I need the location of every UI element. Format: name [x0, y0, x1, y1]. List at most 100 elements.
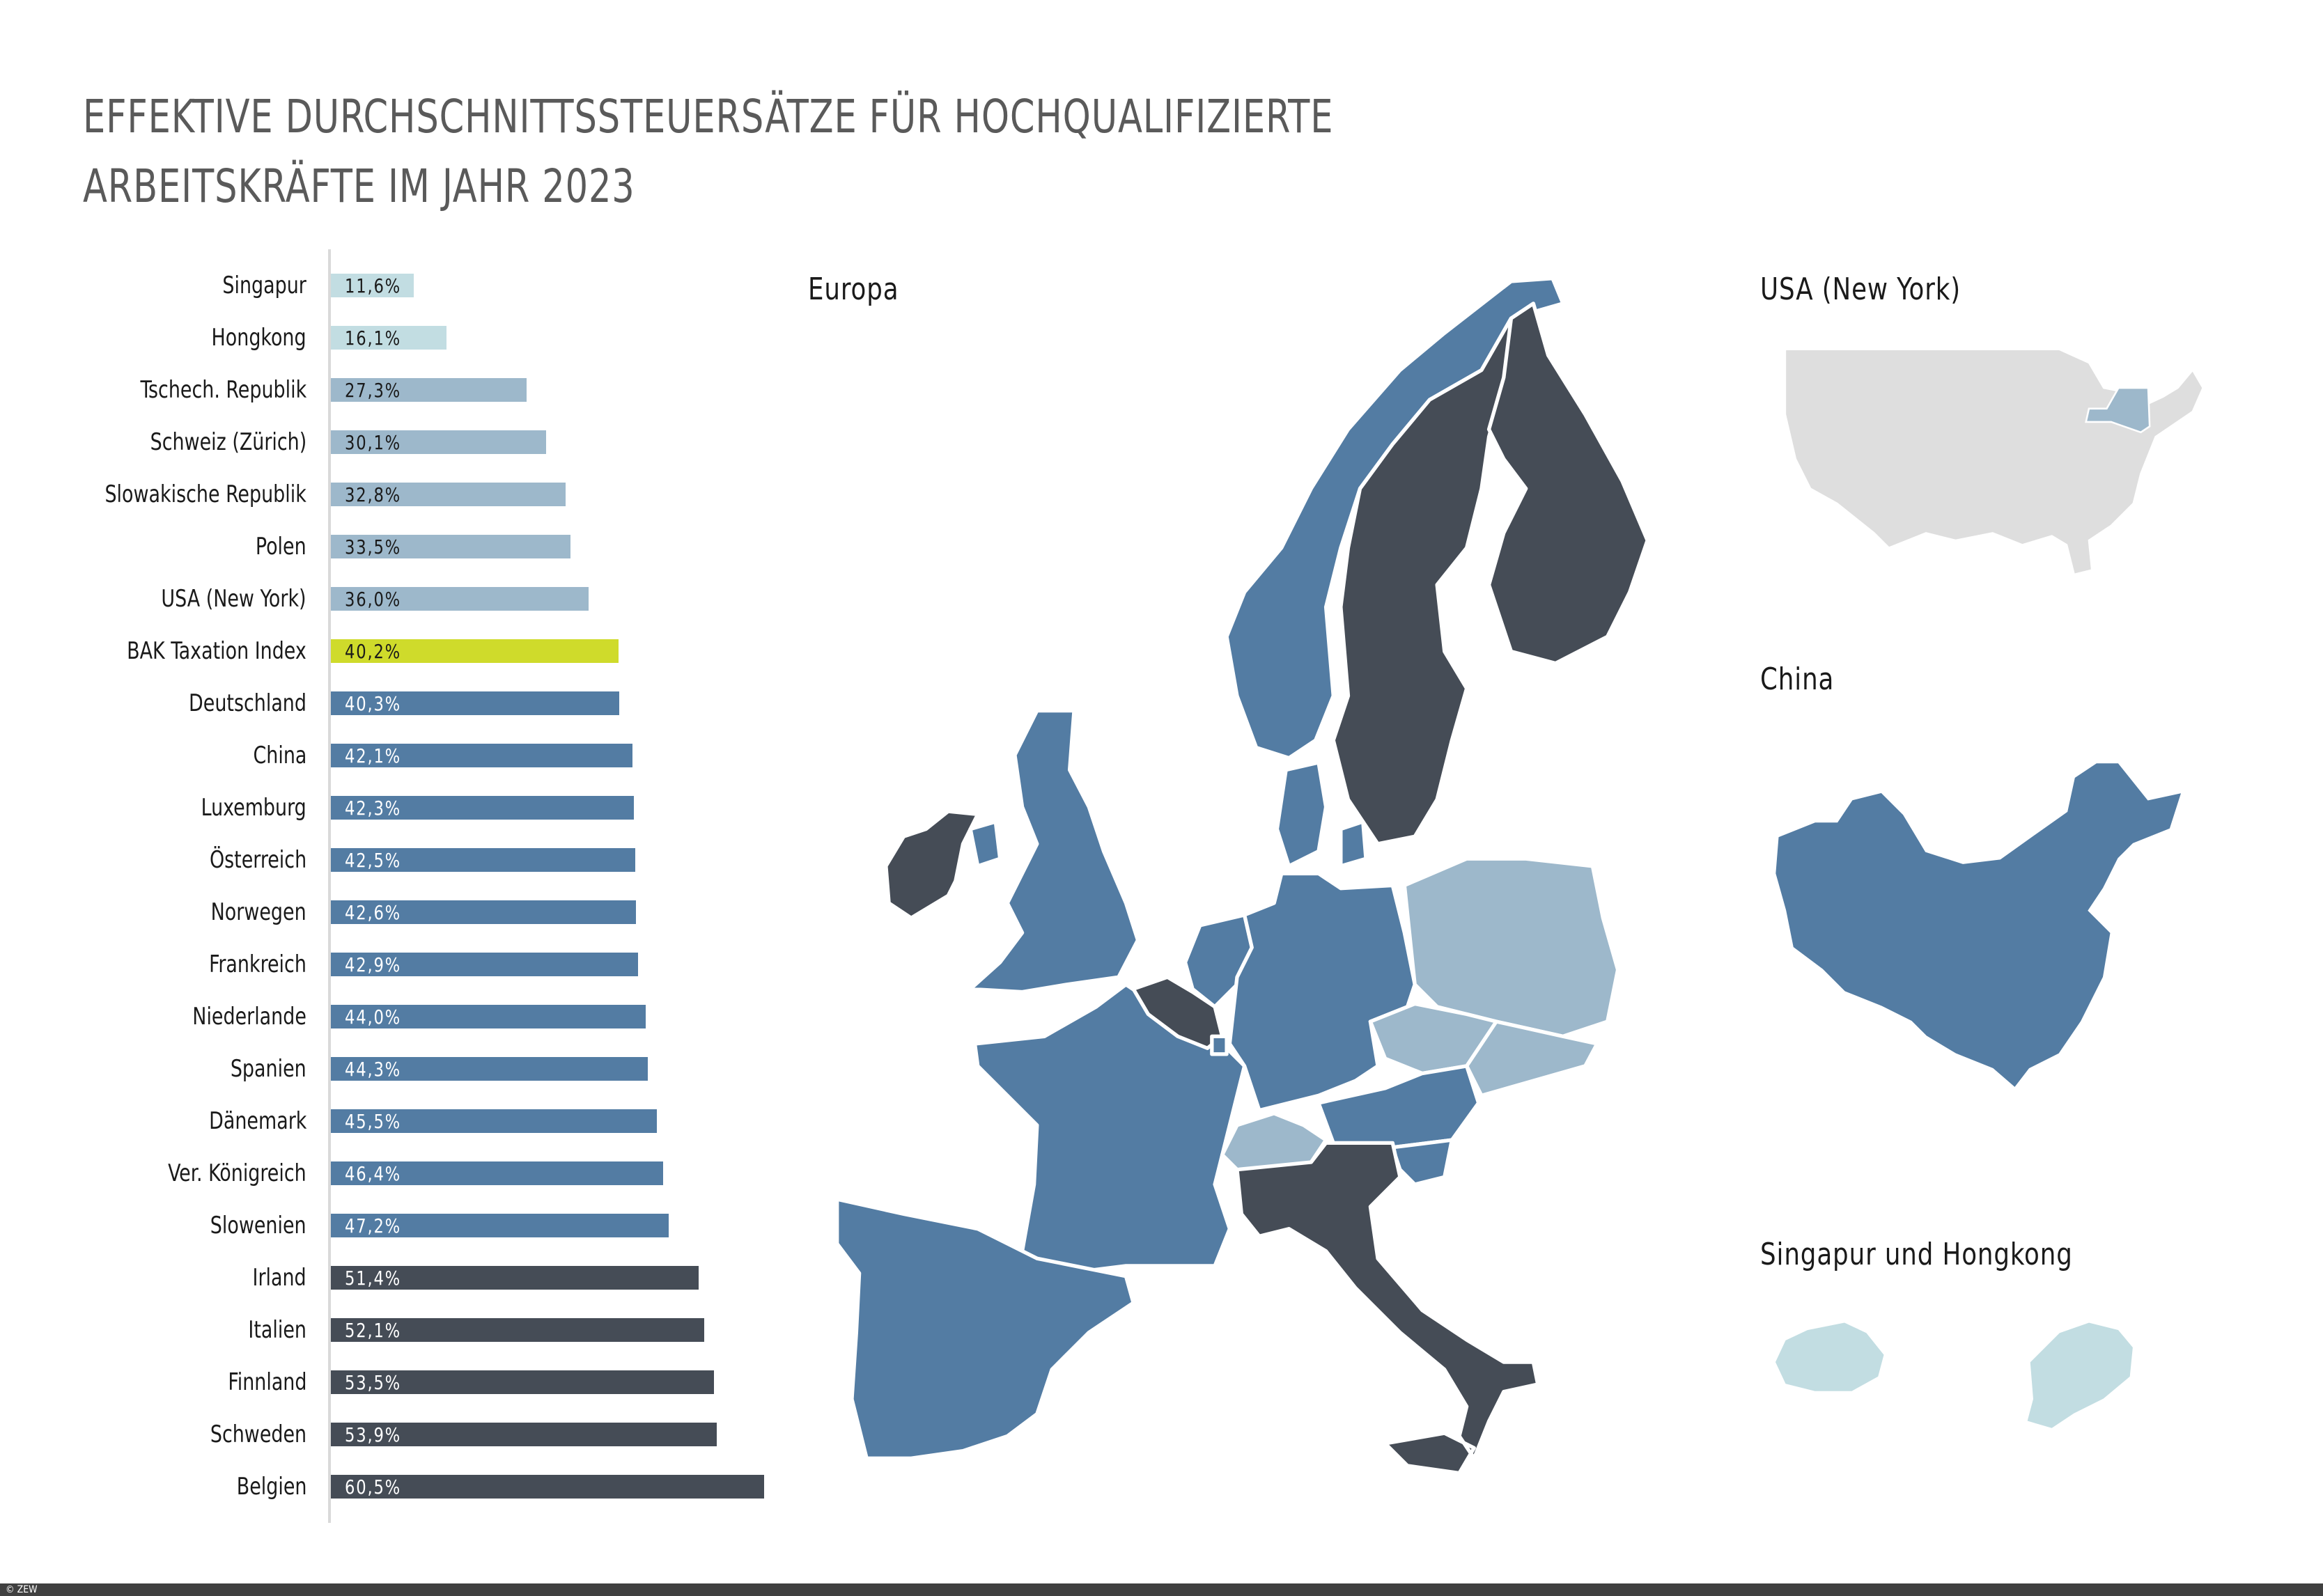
- map-title-china: China: [1760, 662, 1835, 697]
- bar-value-label: 42,5%: [345, 849, 402, 872]
- map-finland[interactable]: [1486, 302, 1649, 666]
- bar-label: Schweden: [210, 1421, 306, 1448]
- europe-map: [835, 276, 1649, 1476]
- map-germany[interactable]: [1227, 871, 1417, 1113]
- bar: 27,3%: [331, 378, 527, 402]
- bar: 32,8%: [331, 483, 566, 506]
- bar: 60,5%: [331, 1475, 764, 1499]
- bar-label: Ver. Königreich: [168, 1159, 306, 1187]
- map-singapore[interactable]: [1774, 1321, 1886, 1393]
- bar-label: Niederlande: [192, 1003, 306, 1031]
- map-china[interactable]: [1773, 761, 2184, 1090]
- bar: 36,0%: [331, 587, 589, 611]
- bar-label: Österreich: [209, 846, 306, 874]
- map-sweden[interactable]: [1331, 316, 1514, 846]
- bar-value-label: 46,4%: [345, 1162, 402, 1185]
- bar-row: Polen 33,5%: [0, 533, 836, 561]
- bar-value-label: 30,1%: [345, 431, 402, 454]
- bar-value-label: 36,0%: [345, 588, 402, 611]
- bar-value-label: 40,2%: [345, 640, 402, 663]
- bar: 42,9%: [331, 953, 638, 976]
- bar-label: Slowakische Republik: [104, 480, 306, 508]
- map-poland[interactable]: [1402, 856, 1620, 1038]
- bar-value-label: 16,1%: [345, 327, 402, 350]
- bar-value-label: 44,0%: [345, 1006, 402, 1028]
- bar: 44,3%: [331, 1057, 648, 1081]
- map-ireland[interactable]: [884, 809, 980, 920]
- bar: 42,5%: [331, 848, 635, 872]
- bar-row: Luxemburg 42,3%: [0, 794, 836, 822]
- map-spain[interactable]: [835, 1197, 1135, 1460]
- bar-label: Spanien: [231, 1055, 306, 1083]
- bar: 16,1%: [331, 326, 446, 350]
- bar-value-label: 27,3%: [345, 379, 402, 402]
- bar: 40,2%: [331, 639, 619, 663]
- map-italy[interactable]: [1235, 1141, 1540, 1476]
- bar-value-label: 53,9%: [345, 1423, 402, 1446]
- map-hongkong[interactable]: [2026, 1321, 2134, 1430]
- map-luxembourg[interactable]: [1210, 1034, 1229, 1056]
- bar-value-label: 42,9%: [345, 953, 402, 976]
- bar-label: Dänemark: [208, 1107, 306, 1135]
- bar-row: Hongkong 16,1%: [0, 324, 836, 352]
- map-denmark[interactable]: [1275, 760, 1368, 868]
- bar-value-label: 11,6%: [345, 274, 402, 297]
- bar: 53,5%: [331, 1370, 714, 1394]
- chart-title: EFFEKTIVE DURCHSCHNITTSSTEUERSÄTZE FÜR H…: [83, 82, 1333, 221]
- bar-value-label: 33,5%: [345, 535, 402, 558]
- bar-row: Schweden 53,9%: [0, 1421, 836, 1448]
- bar-label: China: [253, 742, 306, 769]
- bar-value-label: 42,6%: [345, 901, 402, 924]
- bar: 40,3%: [331, 691, 620, 715]
- bar-row: Irland 51,4%: [0, 1264, 836, 1292]
- map-new-york-state[interactable]: [2085, 386, 2151, 434]
- bar-row: Finnland 53,5%: [0, 1368, 836, 1396]
- bar-label: Schweiz (Zürich): [150, 428, 306, 456]
- bar-row: Deutschland 40,3%: [0, 689, 836, 717]
- map-title-europe: Europa: [808, 272, 899, 307]
- bar-label: Deutschland: [189, 689, 306, 717]
- copyright-text: © ZEW: [6, 1584, 38, 1595]
- bar: 42,3%: [331, 796, 634, 820]
- bar-value-label: 60,5%: [345, 1476, 402, 1499]
- bar: 42,6%: [331, 900, 636, 924]
- bar-label: Hongkong: [211, 324, 306, 352]
- footer-bar: © ZEW: [0, 1583, 2323, 1596]
- bar-label: Tschech. Republik: [140, 376, 306, 404]
- bar-row: Niederlande 44,0%: [0, 1003, 836, 1031]
- bar: 46,4%: [331, 1161, 663, 1185]
- bar-row: Slowakische Republik 32,8%: [0, 480, 836, 508]
- singapore-hongkong-map: [1774, 1321, 2134, 1430]
- bar-value-label: 45,5%: [345, 1110, 402, 1133]
- bar-label: BAK Taxation Index: [127, 637, 306, 665]
- bar-label: Polen: [256, 533, 306, 561]
- chart-axis-line: [328, 249, 331, 1523]
- bar: 44,0%: [331, 1005, 646, 1028]
- bar: 11,6%: [331, 274, 414, 297]
- china-map: [1773, 761, 2184, 1090]
- bar: 33,5%: [331, 535, 571, 558]
- bar-value-label: 42,1%: [345, 744, 402, 767]
- bar: 52,1%: [331, 1318, 704, 1342]
- bar-value-label: 40,3%: [345, 692, 402, 715]
- bar: 42,1%: [331, 744, 632, 767]
- bar-row: Dänemark 45,5%: [0, 1107, 836, 1135]
- bar-row: Schweiz (Zürich) 30,1%: [0, 428, 836, 456]
- map-usa[interactable]: [1784, 348, 2205, 576]
- map-title-usa: USA (New York): [1760, 272, 1961, 307]
- bar-value-label: 51,4%: [345, 1267, 402, 1290]
- bar-value-label: 42,3%: [345, 797, 402, 820]
- bar-label: Finnland: [227, 1368, 306, 1396]
- bar-row: China 42,1%: [0, 742, 836, 769]
- bar-label: Frankreich: [209, 950, 306, 978]
- bar-row: Italien 52,1%: [0, 1316, 836, 1344]
- bar-label: Luxemburg: [201, 794, 306, 822]
- bar-value-label: 52,1%: [345, 1319, 402, 1342]
- bar-value-label: 53,5%: [345, 1371, 402, 1394]
- bar-label: USA (New York): [161, 585, 306, 613]
- map-united-kingdom[interactable]: [968, 708, 1140, 994]
- bar: 51,4%: [331, 1266, 699, 1290]
- bar-label: Irland: [252, 1264, 306, 1292]
- bar-label: Belgien: [236, 1473, 306, 1501]
